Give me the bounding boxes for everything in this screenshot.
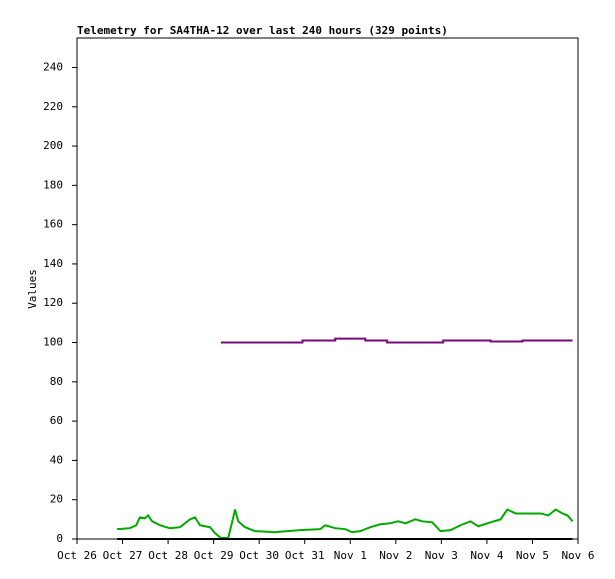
chart-title: Telemetry for SA4THA-12 over last 240 ho… (77, 24, 448, 37)
y-tick-label: 80 (50, 375, 63, 388)
y-tick-label: 60 (50, 414, 63, 427)
y-tick-label: 40 (50, 453, 63, 466)
x-tick-label: Nov 6 (561, 549, 594, 562)
y-tick-label: 200 (43, 139, 63, 152)
x-tick-label: Oct 28 (148, 549, 188, 562)
y-tick-label: 140 (43, 257, 63, 270)
x-tick-label: Nov 2 (379, 549, 412, 562)
y-tick-label: 0 (56, 532, 63, 545)
x-tick-label: Oct 31 (285, 549, 325, 562)
x-tick-label: Oct 26 (57, 549, 97, 562)
y-tick-label: 160 (43, 218, 63, 231)
y-tick-label: 100 (43, 336, 63, 349)
x-tick-label: Oct 27 (103, 549, 143, 562)
plot-frame (76, 37, 579, 540)
x-tick-label: Nov 5 (516, 549, 549, 562)
y-tick-label: 20 (50, 493, 63, 506)
x-tick-label: Oct 29 (194, 549, 234, 562)
x-tick-label: Nov 1 (334, 549, 367, 562)
y-axis-label: Values (26, 269, 39, 309)
series-line (220, 337, 573, 344)
series-line (117, 508, 574, 540)
x-tick-label: Oct 30 (239, 549, 279, 562)
y-tick-label: 180 (43, 178, 63, 191)
y-tick-label: 120 (43, 296, 63, 309)
x-tick-label: Nov 4 (470, 549, 503, 562)
y-tick-label: 220 (43, 100, 63, 113)
y-tick-label: 240 (43, 60, 63, 73)
x-tick-label: Nov 3 (425, 549, 458, 562)
